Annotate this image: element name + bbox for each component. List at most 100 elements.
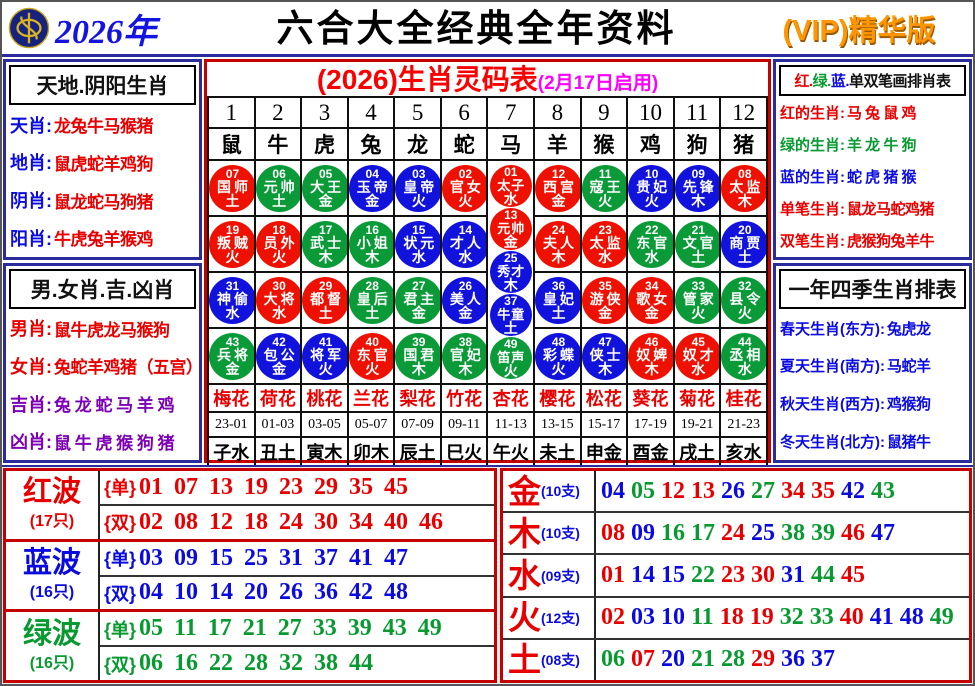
section-title: 红.绿.蓝.单双笔画排肖表 [779,65,966,96]
flower-name: 梅花 [207,383,256,414]
circle-cell: 29 都督土 [300,271,349,330]
ball-element: 木 [458,361,473,378]
lottery-number: 16 [661,519,685,546]
circles-row: 43 兵将金 42 包公金 41 将军火 40 东官火 39 国君木 38 官妃木 48 彩蝶火 47 侠士木… [207,327,768,386]
section-title: 男.女肖.吉.凶肖 [9,268,196,309]
element-label: 水 (09支) [503,555,596,596]
table-title-bar: (2026)生肖灵码表(2月17日启用) [207,62,768,96]
row-value: 蛇 虎 猪 猴 [847,169,917,187]
bottom-area: 红波 (17只) {单} 01 07 13 19 23 29 35 45 {双} 02 0… [2,465,973,684]
zodiac-name-row: 鼠牛虎兔龙蛇马羊猴鸡狗猪 [207,127,768,162]
ball-title: 皇妃 [543,291,578,308]
circles-row: 31 神偷水 30 大将水 29 都督土 28 皇后土 27 君主金 26 美人金 36 皇妃土 35 游侠金… [207,271,768,330]
wave-name: 绿波 [22,617,81,650]
ball-title: 包公 [263,347,298,364]
number-ball: 28 皇后土 [349,276,393,324]
number-ball: 15 状元水 [396,220,439,268]
ball-element: 金 [458,305,473,322]
number-ball: 33 管家火 [675,276,719,324]
column-number: 5 [393,96,442,130]
ball-element: 土 [737,249,752,266]
parity-tag: {单} [104,619,137,640]
wave-rows: {单} 03 09 15 25 31 37 41 47 {双} 04 10 14 20… [100,542,494,610]
lottery-number: 13 [691,477,715,504]
element-row: 土 (08支) 06 07 20 21 28 29 36 37 [503,639,969,681]
number-ball: 27 君主金 [396,276,439,324]
lingma-table-panel: (2026)生肖灵码表(2月17日启用) 1 2 3 4 5 6 7 8 9 10 11 12 鼠牛虎兔… [204,59,771,468]
number-ball: 23 太监水 [582,220,626,268]
parity-tag: {单} [104,549,137,570]
lottery-number: 22 [691,562,715,588]
column-number-row: 1 2 3 4 5 6 7 8 9 10 11 12 [207,96,768,130]
ball-title: 太监 [729,179,764,196]
flower-name: 荷花 [253,383,303,414]
ball-element: 金 [551,193,566,210]
sidebar-row: 夏天生肖(南方): 马蛇羊 [780,355,965,376]
column-number: 11 [672,96,722,130]
sidebar-row: 地肖: 鼠虎蛇羊鸡狗 [10,149,195,175]
flower-name: 梨花 [393,383,442,414]
title-segment: 绿. [812,73,832,90]
lottery-number: 28 [721,646,745,673]
section-rows: 天肖: 龙兔牛马猴猪 地肖: 鼠虎蛇羊鸡狗 阴肖: 鼠龙蛇马狗猪 阳肖: 牛虎兔羊猴鸡 [6,106,199,257]
ball-element: 土 [551,305,566,322]
circle-cell: 44 丞相水 [719,327,768,386]
number-ball: 30 大将水 [256,276,300,324]
circle-cell: 02 官女火 [439,159,489,218]
flower-name: 竹花 [439,383,489,414]
circle-cell: 05 大王金 [300,159,349,218]
ball-number: 22 [645,222,659,237]
circle-cell: 22 东官水 [626,215,675,274]
number-ball: 02 官女火 [442,164,486,212]
zodiac-name: 蛇 [439,127,489,162]
number-ball: 47 侠士木 [582,332,626,380]
ball-element: 土 [318,305,333,322]
ball-element: 水 [458,249,473,266]
number-ball: 22 东官水 [629,220,672,268]
ball-element: 木 [644,361,659,378]
column-number: 10 [626,96,675,130]
element-numbers: 04 05 12 13 26 27 34 35 42 43 [596,471,969,511]
page-title: 六合大全经典全年资料 [276,7,677,49]
element-label: 木 (10支) [503,513,596,554]
lottery-number: 34 [781,477,805,504]
circle-cell: 47 侠士木 [579,327,629,386]
zodiac-name: 龙 [393,127,442,162]
number-ball: 13 元帅金 [489,208,532,251]
ball-number: 04 [365,166,379,181]
number-ball: 34 歌女金 [629,276,672,324]
section-title: 天地.阴阳生肖 [9,65,196,105]
zodiac-name: 牛 [253,127,303,162]
ball-number: 42 [272,334,286,349]
section-rows: 春天生肖(东方): 兔虎龙 夏天生肖(南方): 马蛇羊 秋天生肖(西方): 鸡猴狗 冬天生肖… [776,310,969,461]
row-value: 羊 龙 牛 狗 [847,137,917,155]
ball-title: 才人 [449,235,484,252]
lottery-number: 15 [661,562,685,588]
ball-number: 23 [598,222,612,237]
ball-element: 土 [225,193,240,210]
number-ball: 11 寇王火 [582,164,626,212]
number-ball: 35 游侠金 [582,276,626,324]
ball-element: 木 [691,193,706,210]
circle-cell: 43 兵将金 [207,327,256,386]
row-label: 春天生肖(东方): [780,320,885,338]
lottery-number: 05 [631,477,655,504]
male-female-luck-section: 男.女肖.吉.凶肖 男肖: 鼠牛虎龙马猴狗 女肖: 兔蛇羊鸡猪（五宫） 吉肖: 兔 龙 蛇… [3,262,203,463]
sidebar-row: 秋天生肖(西方): 鸡猴狗 [780,393,965,414]
lottery-number: 04 [601,477,625,504]
ball-number: 37 [504,294,518,309]
parity-tag: {双} [104,513,137,534]
row-value: 牛虎兔羊猴鸡 [54,230,154,250]
ball-number: 28 [365,278,379,293]
ball-number: 14 [458,222,473,237]
ball-element: 火 [737,305,752,322]
lottery-number: 26 [721,477,745,504]
wave-count: (16只) [29,654,75,672]
wave-name: 蓝波 [22,547,81,579]
row-value: 鼠龙蛇马狗猪 [54,192,154,212]
wave-rows: {单} 05 11 17 21 27 33 39 43 49 {双} 06 16 22… [100,612,494,680]
number-ball: 21 文官土 [675,220,719,268]
element-row: 木 (10支) 08 09 16 17 24 25 38 39 46 47 [503,513,969,556]
sidebar-row: 凶肖: 鼠 牛 虎 猴 狗 猪 [10,428,195,454]
earthly-branch: 酉金 [626,436,675,468]
